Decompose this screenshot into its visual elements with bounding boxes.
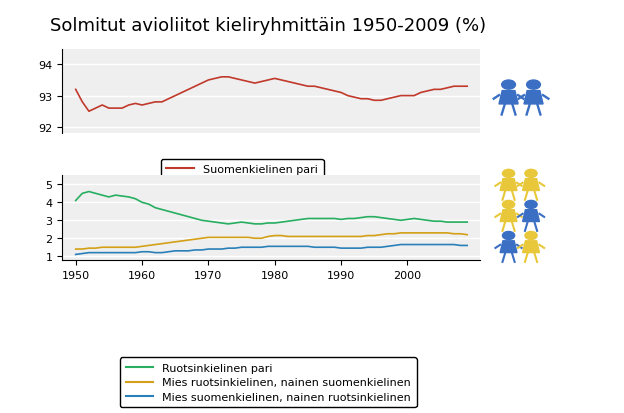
Legend: Ruotsinkielinen pari, Mies ruotsinkielinen, nainen suomenkielinen, Mies suomenki: Ruotsinkielinen pari, Mies ruotsinkielin… [120, 358, 417, 408]
Text: Solmitut avioliitot kieliryhmittäin 1950-2009 (%): Solmitut avioliitot kieliryhmittäin 1950… [51, 17, 486, 34]
Legend: Suomenkielinen pari: Suomenkielinen pari [161, 159, 323, 180]
